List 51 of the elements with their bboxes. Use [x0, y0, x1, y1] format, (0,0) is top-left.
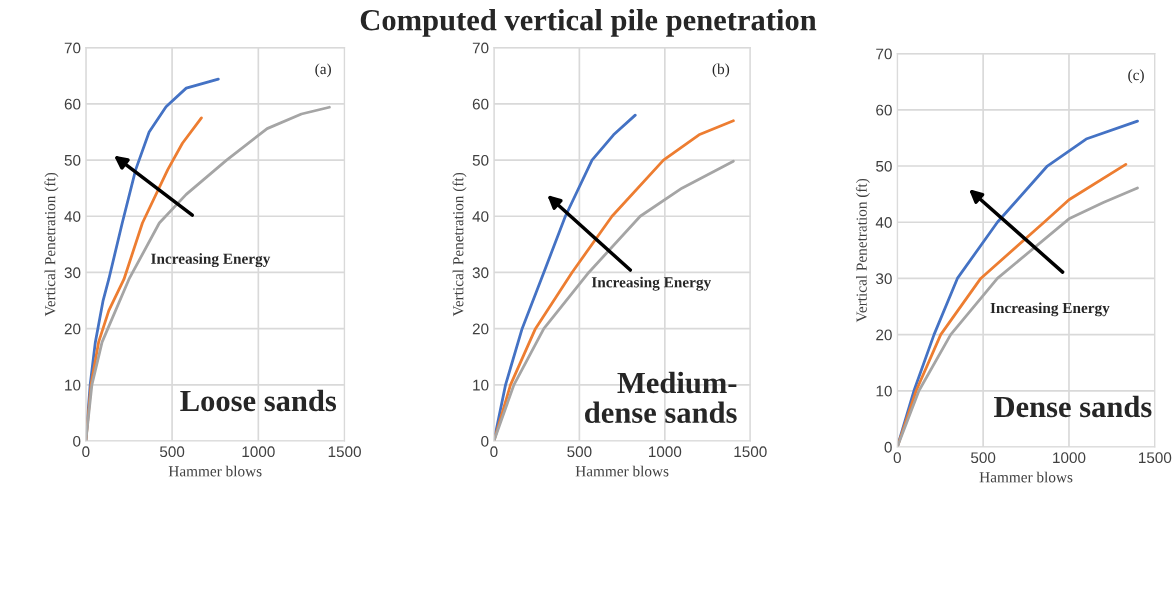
x-axis-title: Hammer blows: [575, 465, 669, 477]
annotation: Medium- dense sands: [585, 371, 737, 424]
y-tick-label: 60: [876, 104, 892, 116]
y-tick-label: 50: [472, 154, 489, 166]
y-tick-label: 20: [876, 329, 892, 341]
y-tick-label: 10: [473, 379, 489, 391]
y-tick-label: 70: [472, 42, 489, 54]
x-tick-label: 0: [490, 446, 498, 458]
y-tick-label: 20: [64, 323, 81, 335]
y-tick-label: 40: [64, 211, 81, 222]
annotation: (a): [315, 63, 331, 78]
x-tick-label: 500: [567, 446, 592, 458]
y-tick-label: 0: [481, 435, 489, 447]
annotation: (b): [712, 63, 730, 78]
y-tick-label: 30: [876, 273, 892, 285]
y-tick-label: 60: [472, 98, 489, 110]
y-tick-label: 20: [472, 323, 489, 335]
y-tick-label: 50: [64, 154, 81, 166]
annotation: (c): [1128, 69, 1144, 84]
y-tick-label: 70: [876, 48, 892, 60]
x-tick-label: 0: [893, 452, 901, 464]
y-tick-label: 10: [65, 379, 81, 391]
x-tick-label: 1000: [649, 446, 682, 458]
x-tick-label: 0: [82, 446, 90, 458]
annotation: Loose sands: [180, 389, 337, 412]
y-tick-label: 40: [472, 211, 489, 222]
y-tick-label: 60: [64, 98, 81, 110]
y-tick-label: 30: [472, 267, 489, 279]
annotation: Increasing Energy: [151, 253, 271, 268]
x-tick-label: 500: [971, 452, 996, 464]
x-tick-label: 1000: [1053, 452, 1086, 464]
y-tick-label: 70: [64, 42, 81, 54]
x-tick-label: 500: [159, 446, 185, 458]
x-tick-label: 1500: [734, 446, 767, 458]
annotation: Dense sands: [994, 395, 1152, 418]
x-tick-label: 1000: [242, 446, 275, 458]
x-axis-title: Hammer blows: [979, 471, 1073, 483]
y-tick-label: 0: [73, 435, 81, 447]
y-axis-title: Vertical Penetration (ft): [855, 178, 870, 323]
x-tick-label: 1500: [328, 446, 361, 458]
annotation: Increasing Energy: [990, 302, 1110, 317]
chart-title: Computed vertical pile penetration: [360, 8, 817, 37]
x-axis-title: Hammer blows: [168, 465, 262, 477]
y-tick-label: 50: [876, 160, 892, 172]
annotation: Increasing Energy: [591, 276, 712, 291]
y-axis-title: Vertical Penetration (ft): [44, 172, 59, 317]
y-tick-label: 40: [875, 217, 892, 228]
y-tick-label: 30: [64, 267, 81, 279]
y-tick-label: 10: [876, 385, 892, 397]
x-tick-label: 1500: [1139, 452, 1172, 464]
y-axis-title: Vertical Penetration (ft): [452, 172, 467, 317]
